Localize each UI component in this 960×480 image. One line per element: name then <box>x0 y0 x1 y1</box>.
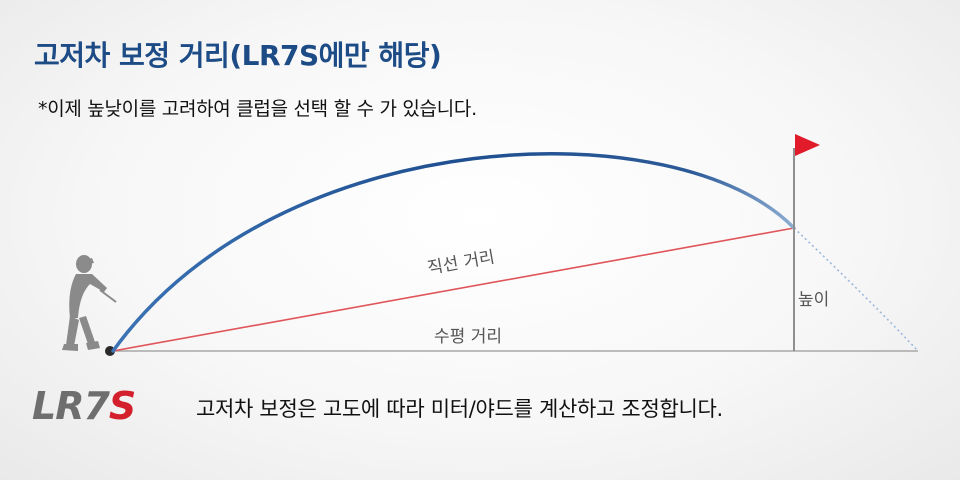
logo-accent-letter: S <box>108 384 136 428</box>
horizontal-distance-label: 수평 거리 <box>434 327 502 347</box>
logo-text: LR7 <box>32 384 110 428</box>
red-flag-icon <box>795 134 820 156</box>
golf-ball <box>105 346 115 356</box>
footer-caption: 고저차 보정은 고도에 따라 미터/야드를 계산하고 조정합니다. <box>196 397 723 421</box>
line-of-sight-line <box>112 227 795 352</box>
subtitle-note: *이제 높낮이를 고려하여 클럽을 선택 할 수 가 있습니다. <box>38 98 477 120</box>
ball-flight-arc <box>111 152 796 353</box>
projected-arc-dotted <box>793 227 919 352</box>
height-label: 높이 <box>798 290 829 310</box>
line-of-sight-label: 직선 거리 <box>426 247 496 278</box>
page-title: 고저차 보정 거리(LR7S에만 해당) <box>34 39 442 72</box>
lr7s-logo: LR7S <box>32 384 136 428</box>
golfer-silhouette <box>62 255 117 351</box>
